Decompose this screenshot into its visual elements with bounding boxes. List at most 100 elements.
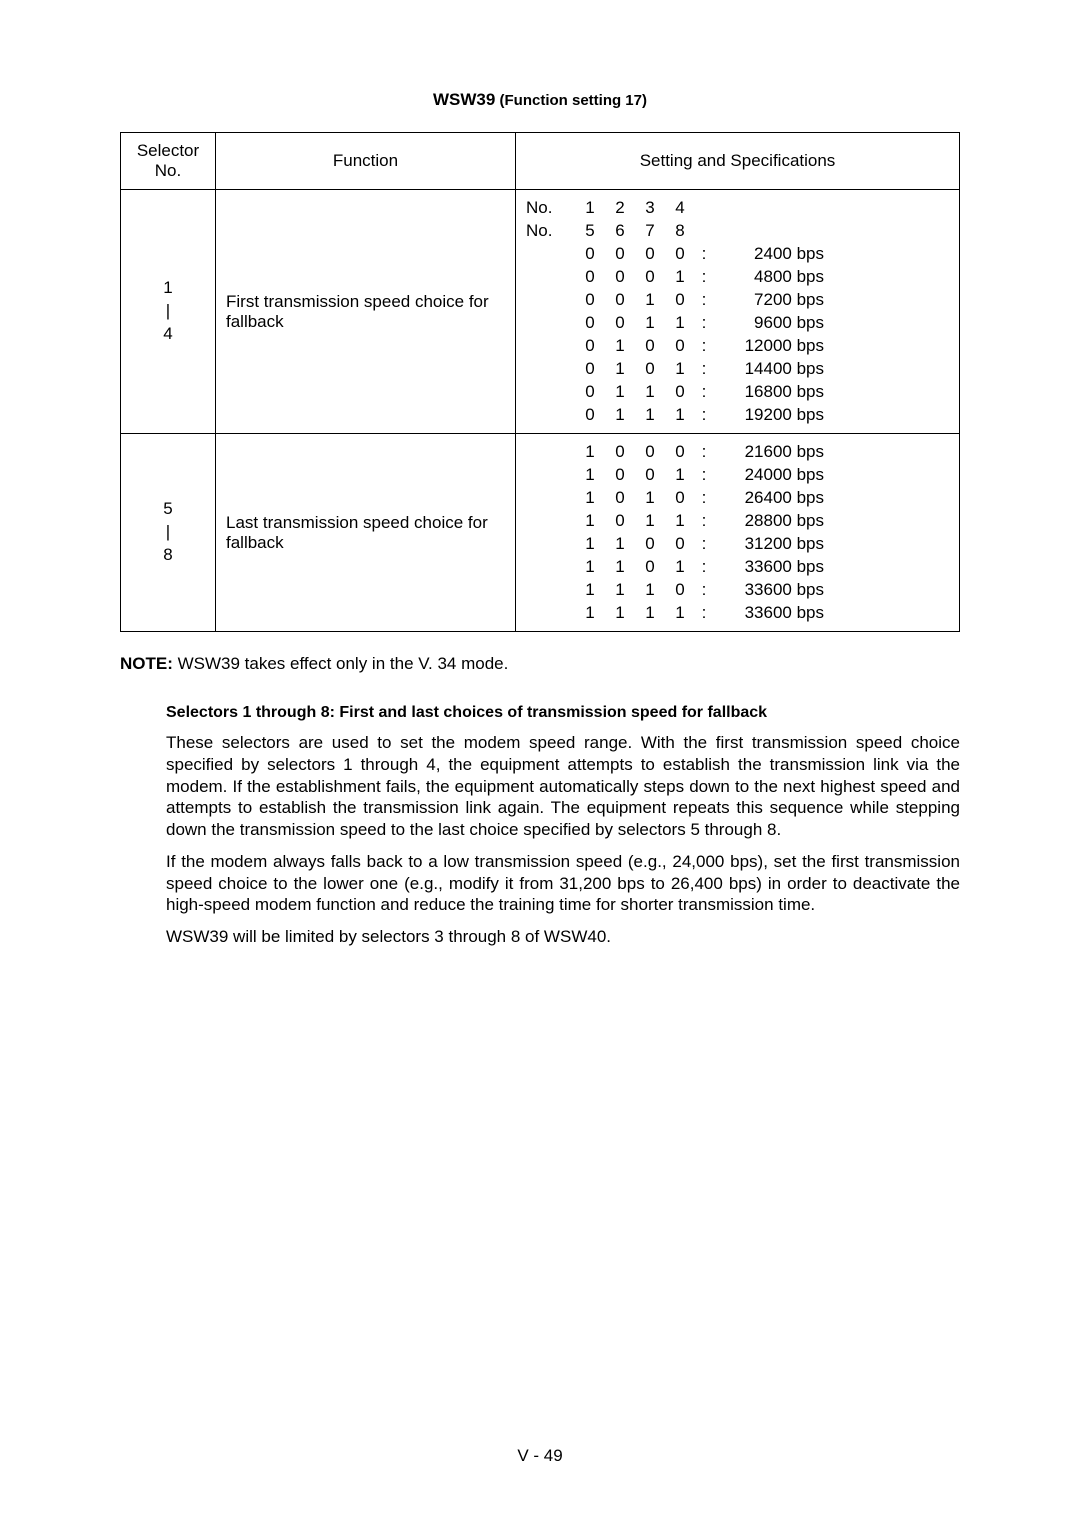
colon: : (696, 359, 712, 379)
spec-bps-label: 24000 bps (714, 465, 824, 485)
spec-bit: 0 (666, 534, 694, 554)
spec-no-digit: 5 (576, 221, 604, 241)
spec-bit: 0 (576, 244, 604, 264)
spec-bps-label: 33600 bps (714, 603, 824, 623)
colon: : (696, 290, 712, 310)
spec-bit: 1 (636, 382, 664, 402)
colon: : (696, 534, 712, 554)
spec-bit: 0 (636, 267, 664, 287)
spec-bit: 0 (576, 405, 604, 425)
spec-bps-label: 16800 bps (714, 382, 824, 402)
spec-bit: 0 (576, 290, 604, 310)
colon: : (696, 244, 712, 264)
spec-bit: 0 (576, 267, 604, 287)
spec-bit: 1 (576, 511, 604, 531)
table-row: 1 | 4 First transmission speed choice fo… (121, 190, 960, 434)
spec-bit: 1 (666, 405, 694, 425)
settings-table: Selector No. Function Setting and Specif… (120, 132, 960, 632)
spec-bps-label: 12000 bps (714, 336, 824, 356)
spec-bps-label: 7200 bps (714, 290, 824, 310)
spec-bit: 0 (666, 244, 694, 264)
spec-bit: 1 (666, 267, 694, 287)
body-paragraph: These selectors are used to set the mode… (166, 732, 960, 841)
body-paragraph: If the modem always falls back to a low … (166, 851, 960, 916)
spec-bit: 1 (636, 313, 664, 333)
selector-cell: 5 | 8 (121, 434, 216, 632)
spec-bit: 1 (636, 488, 664, 508)
colon: : (696, 336, 712, 356)
colon: : (696, 557, 712, 577)
note-text: WSW39 takes effect only in the V. 34 mod… (173, 654, 508, 673)
spec-bit: 0 (606, 442, 634, 462)
colon: : (696, 580, 712, 600)
spec-bit: 1 (666, 313, 694, 333)
function-cell: Last transmission speed choice for fallb… (216, 434, 516, 632)
spec-bit: 0 (666, 382, 694, 402)
selector-cell: 1 | 4 (121, 190, 216, 434)
spec-bit: 1 (666, 359, 694, 379)
spec-no-digit: 4 (666, 198, 694, 218)
spec-bit: 1 (576, 603, 604, 623)
spec-bit: 0 (606, 511, 634, 531)
spec-cell-0: No.1234No.56780000:2400 bps0001:4800 bps… (516, 190, 960, 434)
spec-bit: 0 (636, 442, 664, 462)
colon: : (696, 511, 712, 531)
function-cell: First transmission speed choice for fall… (216, 190, 516, 434)
spec-bit: 1 (666, 465, 694, 485)
spec-bit: 1 (636, 603, 664, 623)
spec-bit: 0 (636, 359, 664, 379)
spec-bit: 0 (666, 580, 694, 600)
spec-bit: 1 (666, 511, 694, 531)
spec-bps-label: 14400 bps (714, 359, 824, 379)
page-title: WSW39 (Function setting 17) (120, 90, 960, 110)
spec-bit: 0 (666, 336, 694, 356)
spec-bps-label: 19200 bps (714, 405, 824, 425)
spec-bit: 0 (636, 244, 664, 264)
colon: : (696, 405, 712, 425)
spec-bit: 1 (636, 580, 664, 600)
spec-bit: 0 (576, 382, 604, 402)
spec-bit: 1 (606, 359, 634, 379)
title-bold: WSW39 (433, 90, 495, 109)
spec-no-digit: 8 (666, 221, 694, 241)
spec-bit: 0 (576, 359, 604, 379)
spec-no-digit: 3 (636, 198, 664, 218)
body-paragraph: WSW39 will be limited by selectors 3 thr… (166, 926, 960, 948)
colon: : (696, 313, 712, 333)
spec-bit: 1 (576, 557, 604, 577)
spec-bps-label: 9600 bps (714, 313, 824, 333)
colon: : (696, 465, 712, 485)
spec-bit: 0 (606, 488, 634, 508)
spec-no-digit: 2 (606, 198, 634, 218)
spec-bit: 0 (606, 244, 634, 264)
spec-bps-label: 28800 bps (714, 511, 824, 531)
spec-bit: 1 (606, 580, 634, 600)
spec-bit: 0 (576, 336, 604, 356)
spec-bit: 1 (576, 488, 604, 508)
spec-cell-1: 1000:21600 bps1001:24000 bps1010:26400 b… (516, 434, 960, 632)
spec-bit: 0 (636, 534, 664, 554)
spec-bit: 1 (576, 534, 604, 554)
spec-bit: 1 (636, 290, 664, 310)
spec-bps-label: 31200 bps (714, 534, 824, 554)
spec-bit: 0 (576, 313, 604, 333)
spec-bps-label: 26400 bps (714, 488, 824, 508)
subheading: Selectors 1 through 8: First and last ch… (166, 704, 960, 722)
spec-bit: 1 (606, 405, 634, 425)
spec-bit: 1 (666, 557, 694, 577)
header-selector: Selector No. (121, 133, 216, 190)
spec-no-digit: 6 (606, 221, 634, 241)
page-number: V - 49 (0, 1446, 1080, 1466)
colon: : (696, 488, 712, 508)
spec-bps-label: 33600 bps (714, 580, 824, 600)
colon: : (696, 267, 712, 287)
spec-bps-label: 21600 bps (714, 442, 824, 462)
spec-bps-label: 4800 bps (714, 267, 824, 287)
spec-bit: 0 (636, 465, 664, 485)
spec-bit: 0 (666, 442, 694, 462)
spec-bit: 0 (666, 488, 694, 508)
spec-no-digit: 1 (576, 198, 604, 218)
spec-bit: 0 (606, 465, 634, 485)
spec-bit: 1 (606, 382, 634, 402)
spec-bps-label: 33600 bps (714, 557, 824, 577)
